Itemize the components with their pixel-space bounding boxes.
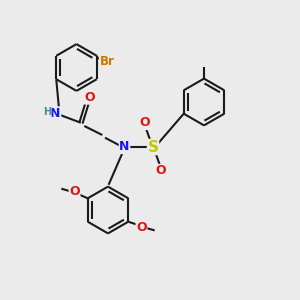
Text: N: N — [50, 107, 61, 120]
Text: H: H — [43, 107, 51, 117]
Text: O: O — [136, 221, 147, 234]
Text: S: S — [148, 140, 158, 154]
Text: N: N — [119, 140, 130, 154]
Text: Br: Br — [100, 55, 115, 68]
Text: O: O — [69, 185, 80, 198]
Text: O: O — [84, 91, 95, 104]
Text: O: O — [156, 164, 167, 178]
Text: O: O — [140, 116, 150, 130]
